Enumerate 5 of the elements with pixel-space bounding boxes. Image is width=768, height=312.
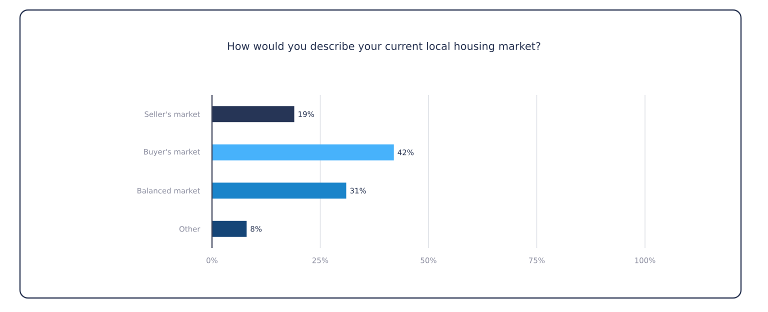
bar [212,106,294,122]
chart-title: How would you describe your current local housing market? [228,42,540,52]
bar [212,182,346,199]
bar [212,220,247,237]
bar [212,144,394,160]
